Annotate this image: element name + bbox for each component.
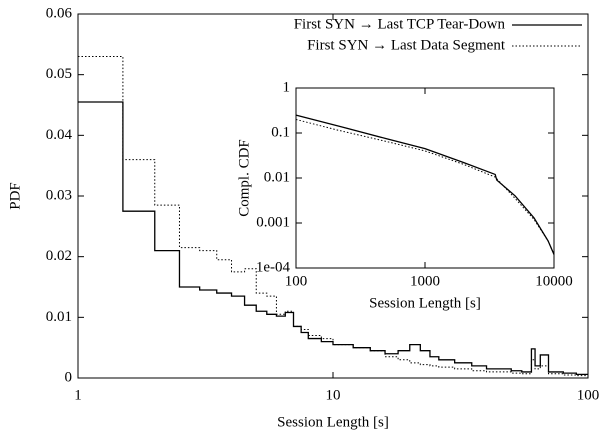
x-axis-label: Session Length [s]: [369, 295, 481, 311]
x-tick-label: 10000: [535, 273, 573, 289]
x-axis-label: Session Length [s]: [277, 414, 389, 430]
y-tick-label: 0.01: [46, 309, 72, 325]
legend-label: First SYN → Last Data Segment: [307, 37, 506, 53]
y-tick-label: 0.04: [46, 127, 73, 143]
legend-label: First SYN → Last TCP Tear-Down: [294, 16, 506, 32]
y-tick-label: 0.05: [46, 66, 72, 82]
y-tick-label: 0.02: [46, 248, 72, 264]
y-tick-label: 0: [65, 369, 73, 385]
y-tick-label: 0.001: [256, 214, 290, 230]
y-axis-label: Compl. CDF: [236, 139, 252, 217]
series-line: [295, 114, 555, 255]
x-tick-label: 1000: [410, 273, 440, 289]
y-tick-label: 0.1: [271, 124, 290, 140]
x-tick-label: 1: [74, 387, 82, 403]
x-tick-label: 100: [577, 387, 600, 403]
x-tick-label: 100: [285, 273, 308, 289]
y-tick-label: 0.01: [264, 169, 290, 185]
plot-area: [295, 87, 555, 269]
y-axis-label: PDF: [7, 182, 23, 210]
x-tick-label: 10: [326, 387, 341, 403]
y-tick-label: 0.06: [46, 5, 73, 21]
y-tick-label: 0.03: [46, 187, 72, 203]
y-tick-label: 1: [283, 79, 291, 95]
y-tick-label: 1e-04: [256, 259, 291, 275]
series-line: [78, 55, 588, 377]
